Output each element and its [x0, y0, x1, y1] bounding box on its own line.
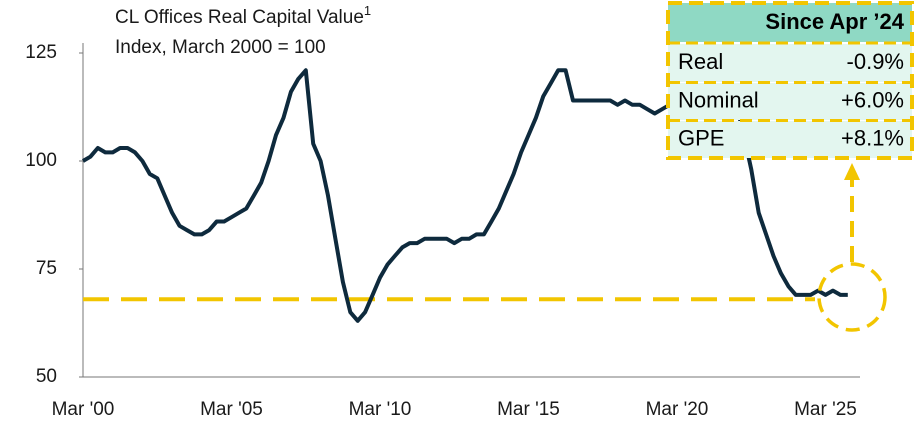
x-tick-label: Mar '10 — [349, 399, 412, 420]
highlight-circle — [817, 262, 887, 332]
table-cell-bg — [668, 3, 912, 42]
table-row-label: Nominal — [678, 87, 759, 112]
x-tick-label: Mar '05 — [200, 399, 263, 420]
table-border — [666, 1, 914, 160]
x-tick-label: Mar '20 — [646, 399, 709, 420]
x-tick-label: Mar '00 — [52, 399, 115, 420]
table-row-value: -0.9% — [847, 49, 904, 74]
y-tick-label: 75 — [36, 258, 57, 279]
chart-subtitle: Index, March 2000 = 100 — [115, 37, 326, 58]
title-text: CL Offices Real Capital Value — [115, 7, 364, 28]
table-row-value: +6.0% — [841, 87, 904, 112]
arrow-head — [844, 163, 860, 180]
table-row-label: Real — [678, 49, 723, 74]
title-note: 1 — [364, 3, 371, 18]
table-cell-bg — [668, 121, 912, 158]
table-row-value: +8.1% — [841, 125, 904, 150]
y-tick-label: 50 — [36, 366, 57, 387]
table-header: Since Apr ’24 — [765, 9, 904, 34]
table-cell-bg — [668, 44, 912, 82]
x-tick-label: Mar '25 — [794, 399, 857, 420]
chart-title: CL Offices Real Capital Value1 — [115, 3, 371, 28]
x-tick-label: Mar '15 — [497, 399, 560, 420]
table-row-label: GPE — [678, 125, 724, 150]
y-tick-label: 125 — [25, 42, 57, 63]
y-tick-label: 100 — [25, 150, 57, 171]
table-cell-bg — [668, 83, 912, 120]
